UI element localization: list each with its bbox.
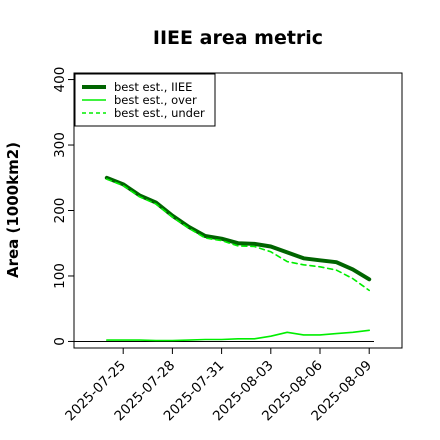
y-tick-label: 200 [52,198,68,224]
chart-title: IIEE area metric [153,27,323,49]
y-tick-label: 100 [52,263,68,289]
series-line-3 [106,178,371,292]
y-tick-label: 400 [52,67,68,93]
legend-label-2: best est., over [114,93,197,107]
series-line-1 [104,175,372,282]
y-axis-label: Area (1000km2) [4,142,22,278]
legend-label-3: best est., under [114,106,205,120]
y-tick-label: 0 [52,337,68,346]
legend-label-1: best est., IIEE [114,80,192,94]
y-tick-label: 300 [52,132,68,158]
series-line-2 [106,329,371,342]
